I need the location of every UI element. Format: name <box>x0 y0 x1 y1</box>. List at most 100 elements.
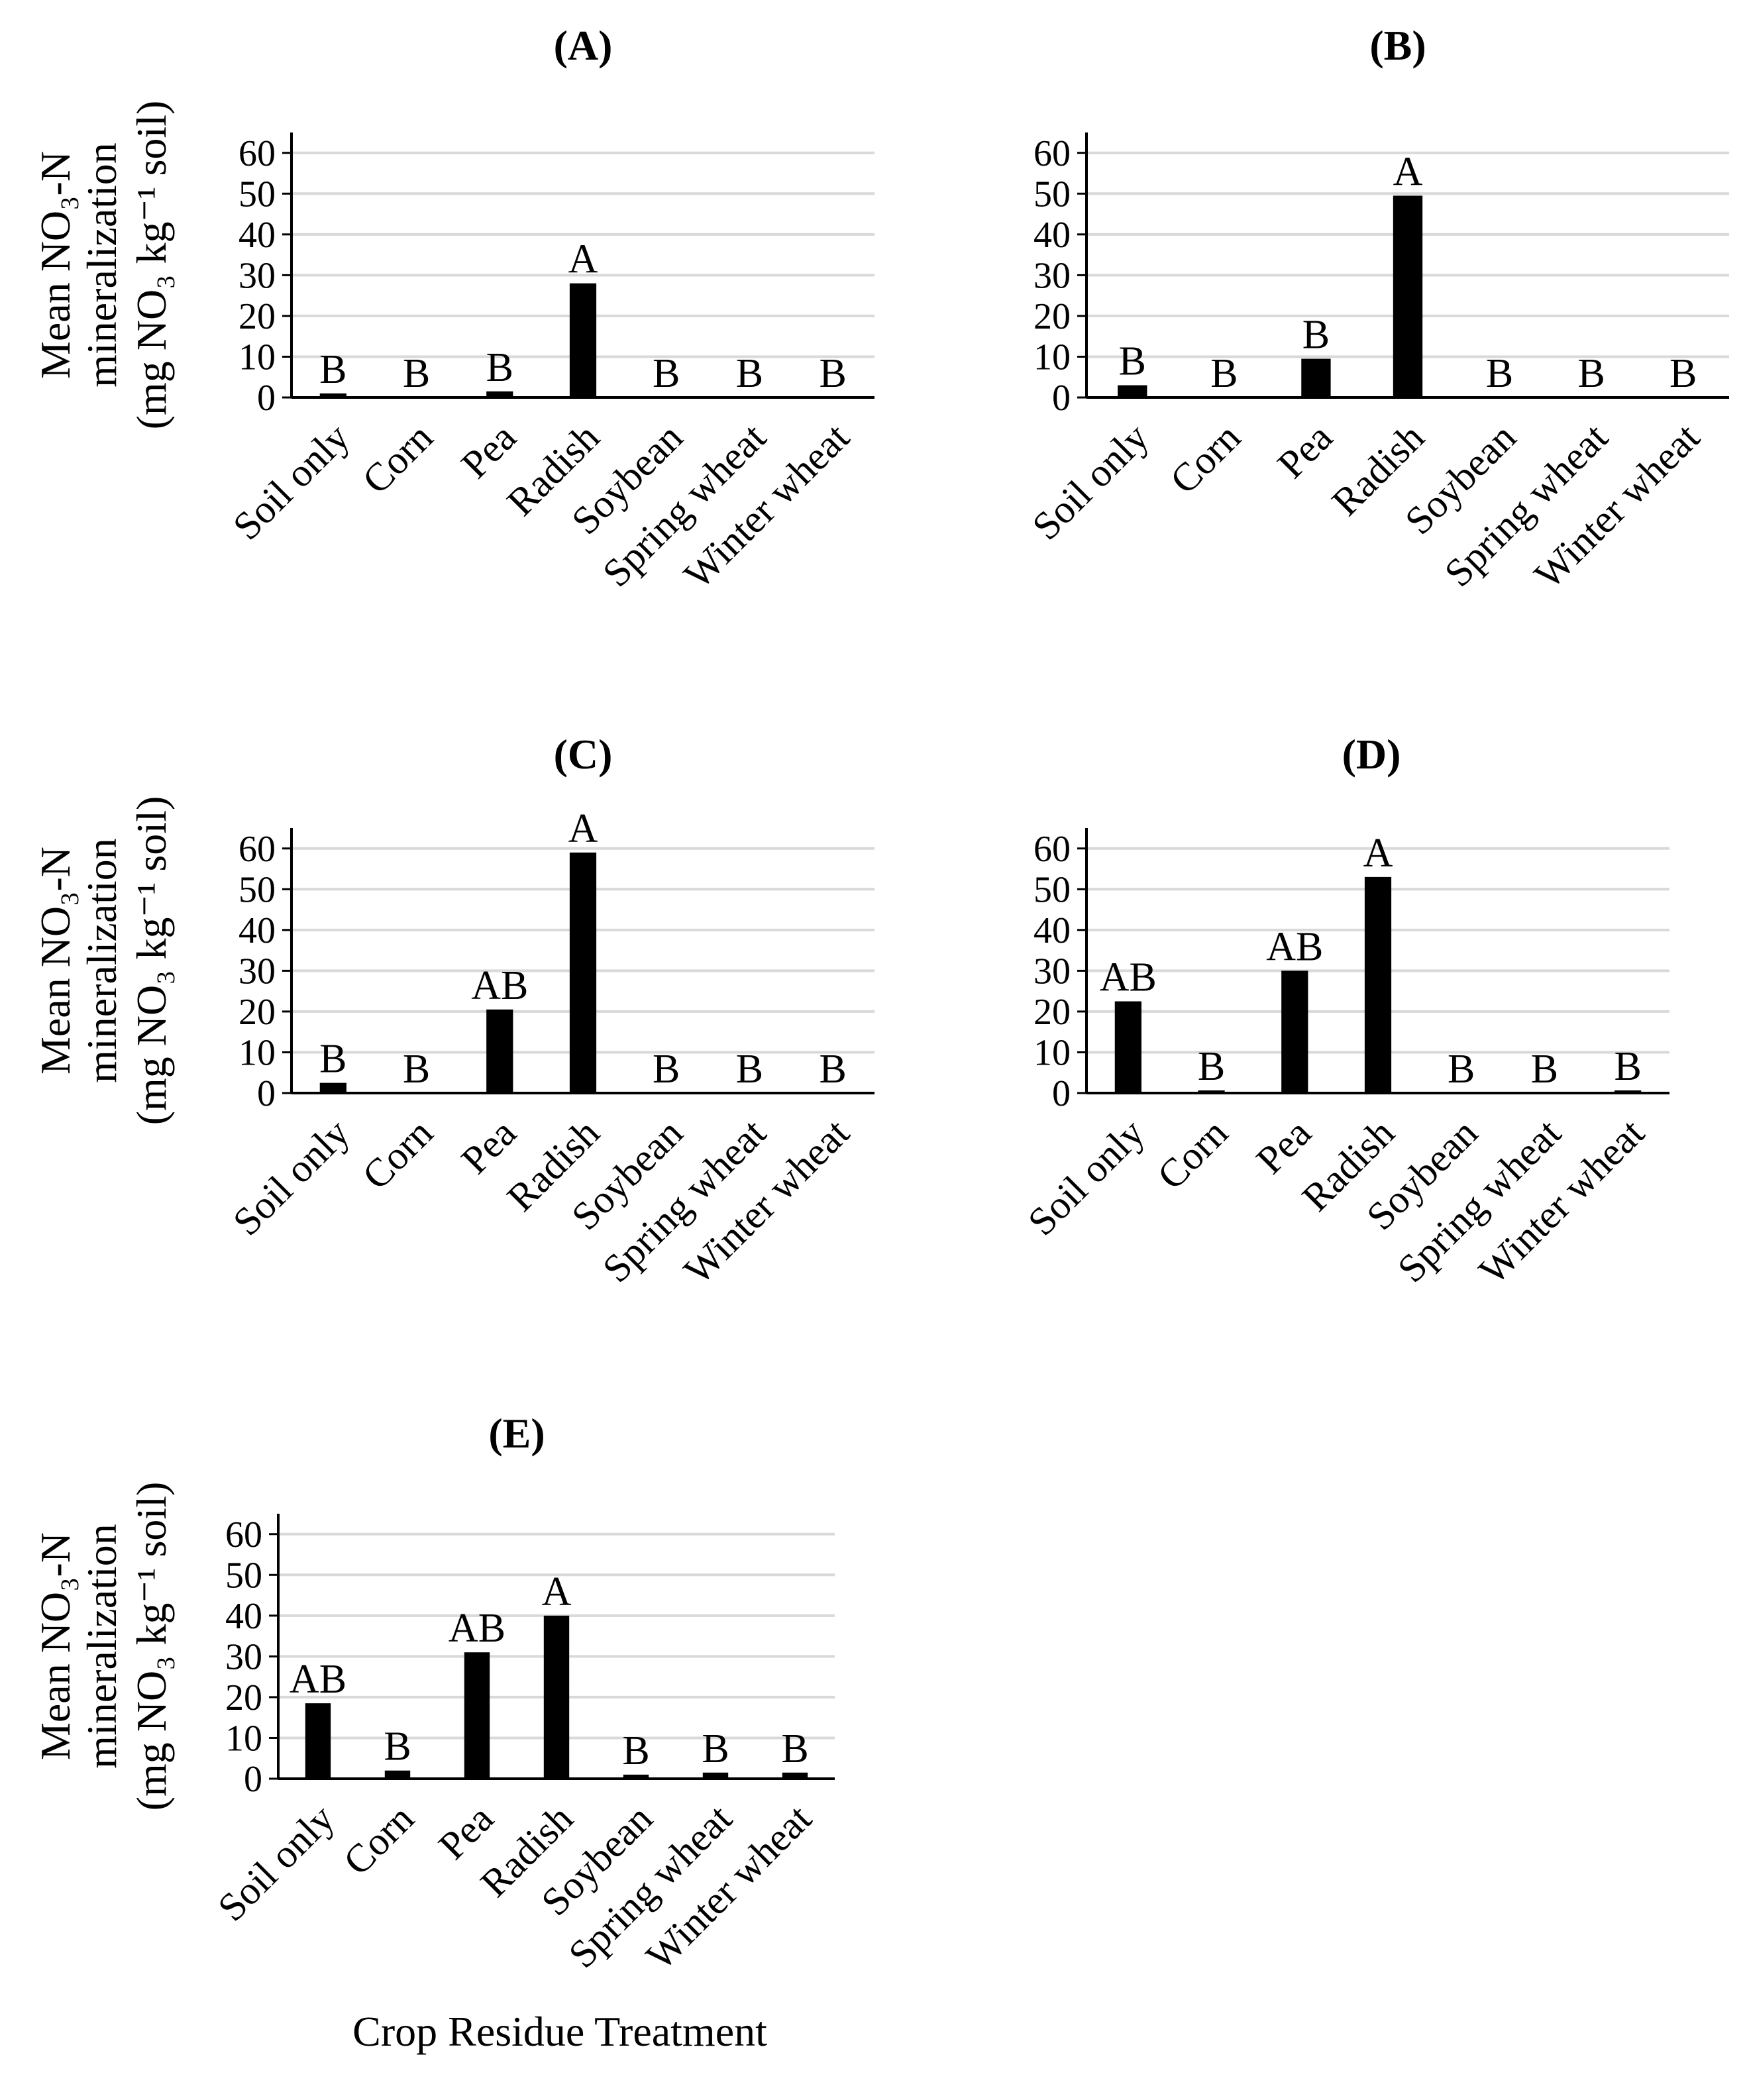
y-axis-title-line: (mg NO₃ kg⁻¹ soil) <box>128 796 175 1126</box>
x-tick-label: Pea <box>1248 1111 1320 1182</box>
y-tick-label: 30 <box>225 1636 262 1677</box>
panel-title: (A) <box>554 22 613 69</box>
y-tick-label: 10 <box>225 1718 262 1759</box>
bar-spring-wheat <box>702 1772 729 1779</box>
y-tick-label: 30 <box>238 951 276 992</box>
y-axis-title-line: (mg NO₃ kg⁻¹ soil) <box>128 101 175 430</box>
x-tick-label: Soil only <box>225 1111 358 1244</box>
bar-pea <box>1281 971 1308 1093</box>
y-tick-label: 40 <box>238 215 276 256</box>
y-tick-label: 50 <box>238 869 276 910</box>
significance-label: B <box>819 1047 846 1092</box>
y-tick-label: 30 <box>1033 255 1071 296</box>
y-tick-label: 10 <box>238 337 276 378</box>
significance-label: B <box>1486 351 1513 396</box>
significance-label: A <box>1393 149 1423 194</box>
y-tick-label: 60 <box>238 133 276 174</box>
significance-label: AB <box>471 963 528 1008</box>
y-tick-label: 20 <box>238 296 276 337</box>
significance-label: AB <box>290 1657 346 1702</box>
bar-radish <box>569 283 597 397</box>
panel-title: (C) <box>554 731 613 778</box>
significance-label: B <box>736 1047 763 1092</box>
y-axis-title: Mean NO₃-N mineralization (mg NO₃ kg⁻¹ soi… <box>32 796 175 1126</box>
bar-soil-only <box>305 1703 331 1779</box>
y-tick-label: 30 <box>1033 951 1071 992</box>
significance-label: AB <box>449 1606 505 1651</box>
significance-label: B <box>1210 351 1238 396</box>
bar-pea <box>464 1652 490 1779</box>
significance-label: B <box>1119 339 1146 384</box>
x-tick-label: Corn <box>335 1797 423 1884</box>
panel-title: (E) <box>488 1410 545 1457</box>
bar-soil-only <box>1118 385 1147 397</box>
bar-radish <box>1364 876 1392 1093</box>
y-axis-title: Mean NO₃-N mineralization (mg NO₃ kg⁻¹ soi… <box>32 1482 175 1811</box>
y-tick-label: 20 <box>1033 296 1071 337</box>
y-tick-label: 50 <box>1033 869 1071 910</box>
y-axis-title-line: mineralization <box>78 1524 125 1769</box>
y-axis-title-line: mineralization <box>78 838 125 1083</box>
bar-corn <box>1198 1090 1225 1093</box>
significance-label: B <box>319 347 346 392</box>
significance-label: B <box>403 1047 430 1092</box>
y-tick-label: 0 <box>244 1759 262 1800</box>
y-tick-label: 0 <box>257 1073 276 1114</box>
significance-label: B <box>403 351 430 396</box>
y-tick-label: 50 <box>225 1555 262 1596</box>
significance-label: AB <box>1100 955 1157 1000</box>
significance-label: B <box>384 1724 411 1769</box>
y-tick-label: 10 <box>1033 337 1071 378</box>
bar-soil-only <box>319 393 346 397</box>
y-tick-label: 0 <box>1052 378 1071 419</box>
significance-label: B <box>702 1726 729 1771</box>
y-axis-title-line: (mg NO₃ kg⁻¹ soil) <box>128 1482 175 1811</box>
bar-radish <box>543 1615 570 1779</box>
panel-title: (D) <box>1342 731 1401 778</box>
significance-label: B <box>1531 1047 1558 1092</box>
significance-label: B <box>486 345 513 390</box>
panel-title: (B) <box>1369 22 1426 69</box>
y-tick-label: 50 <box>1033 174 1071 215</box>
y-axis-title: Mean NO₃-N mineralization (mg NO₃ kg⁻¹ soi… <box>32 101 175 430</box>
y-tick-label: 10 <box>238 1032 276 1073</box>
x-tick-label: Pea <box>453 415 525 487</box>
bar-pea <box>486 391 513 397</box>
y-tick-label: 40 <box>1033 215 1071 256</box>
significance-label: B <box>319 1037 346 1082</box>
x-tick-label: Pea <box>453 1111 525 1182</box>
y-tick-label: 20 <box>238 992 276 1033</box>
significance-label: B <box>1198 1044 1225 1089</box>
y-tick-label: 0 <box>1052 1073 1071 1114</box>
bar-radish <box>569 852 597 1093</box>
x-tick-label: Soil only <box>209 1797 343 1930</box>
significance-label: B <box>736 351 763 396</box>
significance-label: B <box>622 1728 649 1773</box>
x-tick-label: Corn <box>354 1111 441 1198</box>
significance-label: B <box>781 1726 808 1771</box>
significance-label: A <box>542 1569 572 1614</box>
significance-label: A <box>568 237 598 282</box>
x-tick-label: Soil only <box>1024 415 1157 549</box>
y-axis-title-line: Mean NO₃-N <box>32 1532 79 1760</box>
x-tick-label: Soil only <box>225 415 358 549</box>
significance-label: A <box>1363 831 1393 876</box>
significance-label: B <box>819 351 846 396</box>
bar-corn <box>384 1770 411 1779</box>
bar-soil-only <box>1114 1001 1141 1093</box>
y-tick-label: 60 <box>1033 829 1071 870</box>
x-tick-label: Pea <box>1269 415 1341 487</box>
x-tick-label: Corn <box>1162 415 1249 503</box>
significance-label: B <box>653 351 680 396</box>
significance-label: B <box>1302 313 1330 358</box>
y-axis-title-line: Mean NO₃-N <box>32 151 79 379</box>
y-tick-label: 10 <box>1033 1032 1071 1073</box>
y-tick-label: 20 <box>1033 992 1071 1033</box>
y-tick-label: 40 <box>1033 910 1071 951</box>
significance-label: B <box>1577 351 1605 396</box>
